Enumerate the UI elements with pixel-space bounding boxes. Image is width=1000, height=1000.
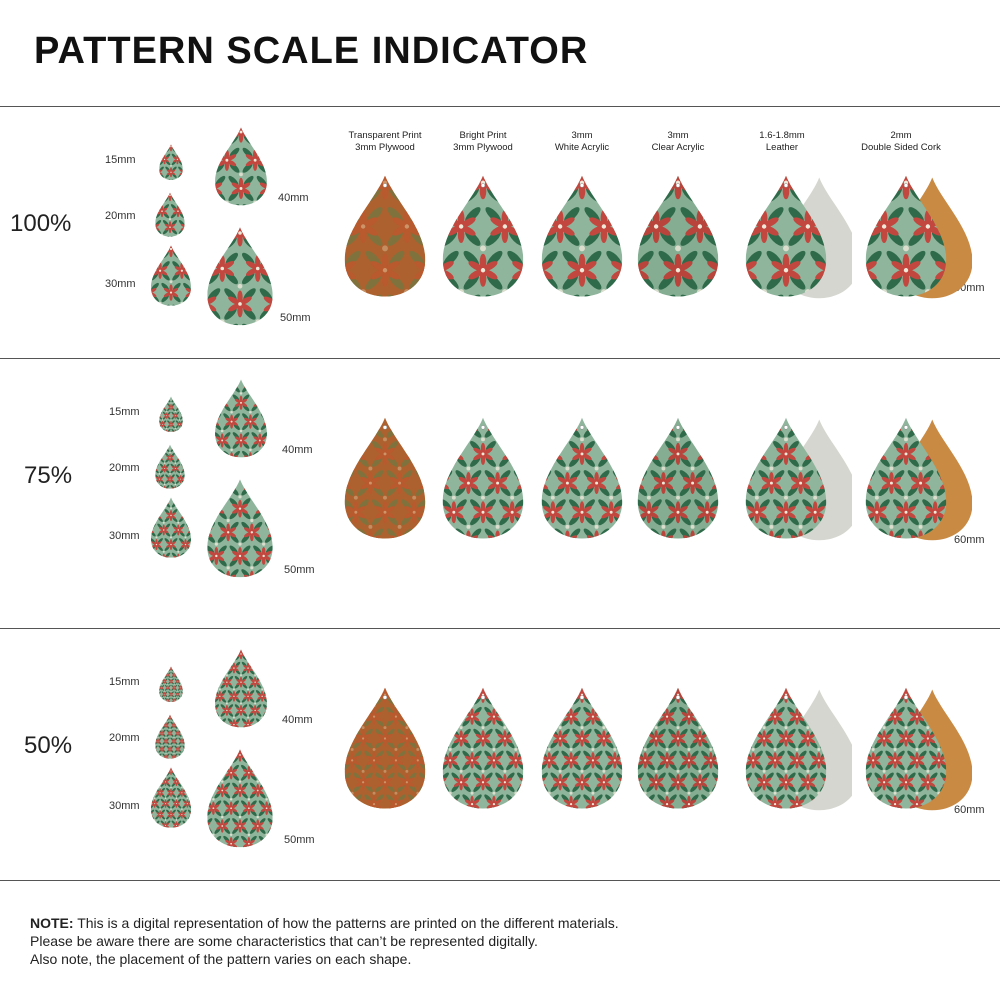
material-drop (330, 686, 440, 817)
size-label-15: 15mm (105, 154, 136, 166)
material-header-0: Transparent Print 3mm Plywood (330, 130, 440, 154)
material-drop (840, 416, 973, 547)
material-drop (330, 174, 440, 305)
material-header-1: Bright Print 3mm Plywood (428, 130, 538, 154)
size-sample-drop (144, 244, 198, 313)
size-sample-drop (196, 476, 284, 587)
size-label-40: 40mm (282, 444, 313, 456)
material-header-2: 3mm White Acrylic (527, 130, 637, 154)
page-title: PATTERN SCALE INDICATOR (34, 30, 589, 72)
size-sample-drop (144, 766, 198, 835)
size-sample-drop (150, 192, 190, 243)
material-drop (527, 174, 637, 305)
size-label-20: 20mm (109, 732, 140, 744)
size-label-40: 40mm (278, 192, 309, 204)
scale-label: 50% (24, 732, 73, 759)
size-sample-drop (196, 746, 284, 857)
material-drop (527, 416, 637, 547)
note-line-3: Also note, the placement of the pattern … (30, 951, 412, 967)
material-drop (527, 686, 637, 817)
material-line-2: Leather (765, 142, 799, 153)
size-sample-drop (144, 496, 198, 565)
material-line-1: 1.6-1.8mm (759, 130, 805, 141)
size-label-40: 40mm (282, 714, 313, 726)
size-sample-drop (206, 648, 276, 735)
size-sample-drop (155, 666, 187, 708)
scale-label: 100% (10, 210, 72, 237)
material-drop (623, 416, 733, 547)
size-sample-drop (150, 714, 190, 765)
material-line-2: 3mm Plywood (355, 142, 415, 153)
divider (0, 358, 1000, 359)
size-sample-drop (155, 144, 187, 186)
size-label-50: 50mm (284, 564, 315, 576)
material-line-2: Clear Acrylic (651, 142, 705, 153)
material-drop (720, 174, 860, 305)
material-header-5: 2mm Double Sided Cork (846, 130, 956, 154)
material-header-4: 1.6-1.8mm Leather (727, 130, 837, 154)
material-drop (428, 686, 538, 817)
material-line-1: 3mm (571, 130, 593, 141)
size-label-50: 50mm (284, 834, 315, 846)
material-drop (720, 686, 860, 817)
size-label-15: 15mm (109, 406, 140, 418)
note-line-1: This is a digital representation of how … (73, 915, 619, 931)
size-sample-drop (206, 126, 276, 213)
material-line-1: Bright Print (459, 130, 507, 141)
note-label: NOTE: (30, 915, 74, 931)
material-drop (623, 686, 733, 817)
material-header-3: 3mm Clear Acrylic (623, 130, 733, 154)
material-drop (428, 416, 538, 547)
material-drop (623, 174, 733, 305)
material-line-1: 3mm (667, 130, 689, 141)
size-label-30: 30mm (109, 530, 140, 542)
material-line-2: Double Sided Cork (861, 142, 941, 153)
note-line-2: Please be aware there are some character… (30, 933, 538, 949)
material-line-1: 2mm (890, 130, 912, 141)
divider (0, 880, 1000, 881)
material-line-2: 3mm Plywood (453, 142, 513, 153)
note-text: NOTE: This is a digital representation o… (30, 914, 619, 968)
size-label-50: 50mm (280, 312, 311, 324)
size-label-60: 60mm (954, 534, 985, 546)
material-line-2: White Acrylic (554, 142, 610, 153)
material-drop (330, 416, 440, 547)
scale-label: 75% (24, 462, 73, 489)
size-sample-drop (150, 444, 190, 495)
size-label-30: 30mm (105, 278, 136, 290)
size-sample-drop (155, 396, 187, 438)
material-drop (840, 686, 973, 817)
material-drop (720, 416, 860, 547)
size-sample-drop (206, 378, 276, 465)
divider (0, 628, 1000, 629)
size-label-20: 20mm (109, 462, 140, 474)
size-sample-drop (196, 224, 284, 335)
material-line-1: Transparent Print (348, 130, 422, 141)
material-drop (840, 174, 973, 305)
divider (0, 106, 1000, 107)
size-label-60: 60mm (954, 804, 985, 816)
size-label-20: 20mm (105, 210, 136, 222)
size-label-15: 15mm (109, 676, 140, 688)
size-label-30: 30mm (109, 800, 140, 812)
material-drop (428, 174, 538, 305)
